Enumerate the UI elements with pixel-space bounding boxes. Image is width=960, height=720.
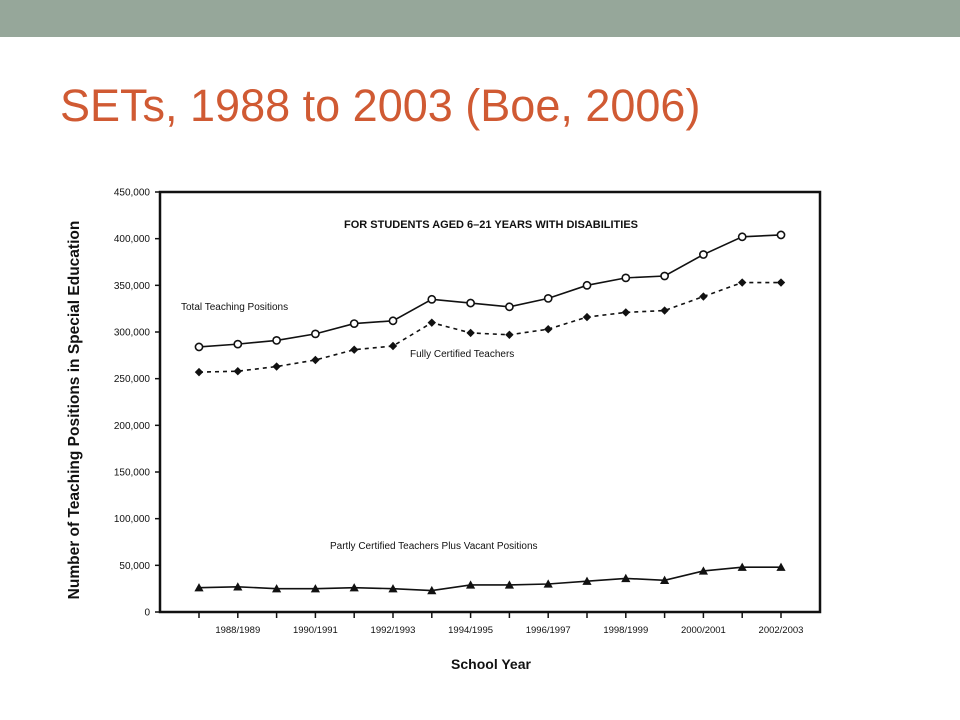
- series-2: [194, 278, 786, 377]
- data-point: [349, 583, 359, 592]
- data-point: [737, 232, 747, 242]
- data-point: [660, 271, 669, 281]
- chart-svg: FOR STUDENTS AGED 6–21 YEARS WITH DISABI…: [66, 188, 822, 672]
- data-point: [350, 345, 359, 354]
- y-tick-label: 250,000: [114, 374, 151, 385]
- data-point: [737, 562, 747, 571]
- series-label-fully-certified: Fully Certified Teachers: [410, 349, 514, 360]
- data-point: [466, 328, 475, 338]
- data-point: [504, 302, 514, 312]
- data-point: [388, 584, 398, 593]
- y-tick-label: 100,000: [114, 514, 151, 525]
- axes: 0 50,000 100,000 150,000 200,000 250,000 300,0…: [114, 188, 804, 637]
- data-point: [310, 584, 320, 593]
- series-1: [194, 230, 786, 352]
- series-label-partly-certified: Partly Certified Teachers Plus Vacant Po…: [330, 541, 538, 552]
- data-point: [349, 319, 359, 328]
- data-point: [388, 341, 398, 351]
- series-group: [194, 230, 786, 595]
- data-point: [582, 280, 592, 290]
- data-point: [621, 308, 630, 317]
- x-tick-label: 2002/2003: [759, 625, 804, 636]
- data-point: [311, 355, 320, 365]
- data-point: [272, 335, 281, 345]
- y-tick-label: 50,000: [119, 561, 150, 572]
- y-tick-label: 150,000: [114, 468, 151, 479]
- data-point: [504, 580, 514, 589]
- y-tick-label: 300,000: [114, 328, 151, 339]
- data-point: [233, 582, 243, 591]
- series-label-total: Total Teaching Positions: [181, 302, 288, 313]
- data-point: [310, 329, 320, 339]
- x-tick-label: 1992/1993: [371, 625, 416, 636]
- x-axis-label: School Year: [451, 656, 531, 672]
- y-tick-label: 200,000: [114, 421, 151, 432]
- y-tick-label: 400,000: [114, 234, 151, 245]
- series-line: [198, 566, 781, 592]
- chart-title: FOR STUDENTS AGED 6–21 YEARS WITH DISABI…: [344, 219, 638, 231]
- data-point: [660, 575, 670, 584]
- y-axis-label: Number of Teaching Positions in Special …: [66, 221, 83, 600]
- y-tick-label: 0: [144, 608, 150, 619]
- x-tick-label: 1994/1995: [448, 625, 493, 636]
- x-tick-label: 1990/1991: [293, 625, 338, 636]
- data-point: [698, 566, 708, 575]
- data-point: [543, 294, 553, 303]
- slide-title: SETs, 1988 to 2003 (Boe, 2006): [60, 80, 701, 131]
- data-point: [505, 330, 514, 339]
- data-point: [427, 585, 437, 595]
- x-tick-label: 1998/1999: [603, 625, 648, 636]
- data-point: [388, 316, 398, 326]
- top-accent-bar: [0, 0, 960, 37]
- data-point: [582, 312, 592, 322]
- chart: FOR STUDENTS AGED 6–21 YEARS WITH DISABI…: [58, 175, 828, 685]
- data-point: [194, 367, 204, 377]
- data-point: [427, 318, 436, 327]
- data-point: [738, 278, 747, 287]
- y-tick-label: 350,000: [114, 281, 151, 292]
- data-point: [194, 342, 204, 352]
- data-point: [544, 325, 553, 334]
- data-point: [621, 273, 631, 283]
- plot-frame: [158, 190, 822, 614]
- data-point: [660, 306, 669, 315]
- x-tick-label: 2000/2001: [681, 625, 726, 636]
- data-point: [233, 339, 243, 349]
- data-point: [621, 573, 631, 583]
- data-point: [699, 250, 708, 259]
- series-line: [198, 281, 781, 373]
- data-point: [427, 294, 437, 304]
- data-point: [466, 298, 475, 308]
- data-point: [543, 579, 553, 588]
- data-point: [582, 576, 592, 585]
- series-3: [194, 562, 786, 595]
- data-point: [776, 230, 786, 240]
- data-point: [233, 367, 242, 376]
- data-point: [272, 362, 281, 371]
- y-tick-label: 450,000: [114, 188, 151, 199]
- x-tick-label: 1996/1997: [526, 625, 571, 636]
- data-point: [776, 278, 786, 287]
- data-point: [776, 562, 786, 571]
- x-tick-label: 1988/1989: [215, 625, 260, 636]
- data-point: [272, 584, 282, 593]
- data-point: [466, 580, 476, 589]
- series-line: [198, 234, 782, 348]
- data-point: [699, 292, 708, 301]
- data-point: [194, 583, 204, 592]
